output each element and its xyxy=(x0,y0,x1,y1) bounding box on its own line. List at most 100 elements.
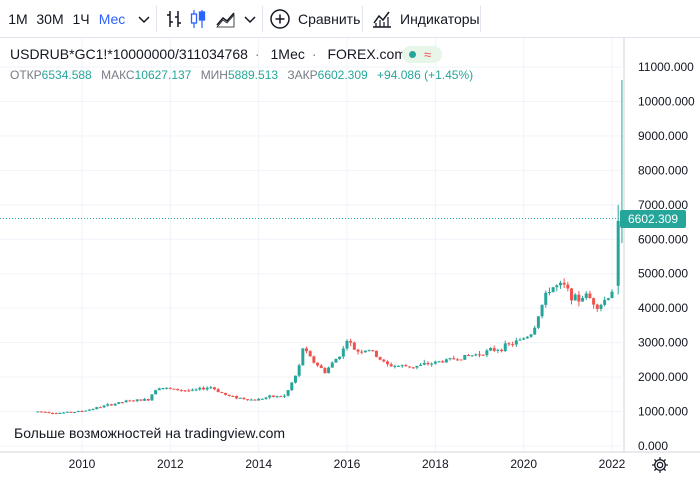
candle-body xyxy=(242,397,246,400)
candle-body xyxy=(382,359,386,362)
symbol-name[interactable]: USDRUB*GC1!*10000000/311034768 xyxy=(10,46,248,62)
y-tick-label: 4000.000 xyxy=(638,301,688,315)
low-label: МИН xyxy=(200,68,228,82)
candle-body xyxy=(419,364,423,366)
candle-body xyxy=(389,364,393,367)
candle-body xyxy=(581,297,585,302)
candle-body xyxy=(444,359,448,363)
candle-body xyxy=(489,348,493,351)
candle-body xyxy=(161,388,165,390)
candle-body xyxy=(323,368,327,374)
ohlc-legend: ОТКР6534.588 МАКС10627.137 МИН5889.513 З… xyxy=(10,68,479,82)
interval-1h[interactable]: 1Ч xyxy=(72,11,90,27)
candle-body xyxy=(154,390,158,395)
candle-body xyxy=(430,363,434,365)
candle-body xyxy=(117,402,121,404)
high-value: 10627.137 xyxy=(134,68,192,82)
bars-chart-type-icon[interactable] xyxy=(162,7,186,31)
candle-body xyxy=(62,412,66,414)
candle-body xyxy=(514,340,518,345)
candle-body xyxy=(165,387,169,389)
candle-body xyxy=(592,298,596,305)
candles-chart-type-icon[interactable] xyxy=(186,7,210,31)
tradingview-promo-link[interactable]: Больше возможностей на tradingview.com xyxy=(14,425,286,441)
candle-body xyxy=(113,403,117,406)
y-tick-label: 9000.000 xyxy=(638,129,688,143)
candle-body xyxy=(220,392,224,394)
candle-body xyxy=(404,365,408,367)
candle-body xyxy=(441,361,445,363)
chevron-down-icon[interactable] xyxy=(238,7,262,31)
candle-body xyxy=(128,400,132,402)
candle-body xyxy=(98,407,102,409)
candle-body xyxy=(547,292,551,294)
y-tick-label: 0.000 xyxy=(638,439,668,453)
candle-body xyxy=(235,396,239,399)
candle-body xyxy=(529,334,533,337)
candle-body xyxy=(433,361,437,364)
candle-body xyxy=(257,398,261,401)
candle-body xyxy=(478,354,481,356)
candle-body xyxy=(408,366,412,368)
candle-body xyxy=(264,397,268,399)
candle-body xyxy=(385,361,389,365)
candle-body xyxy=(183,390,187,392)
open-value: 6534.588 xyxy=(41,68,92,82)
candle-body xyxy=(371,350,375,352)
plus-circle-icon xyxy=(270,9,290,29)
candle-body xyxy=(503,343,507,352)
interval-1m[interactable]: 1М xyxy=(8,11,28,27)
y-tick-label: 8000.000 xyxy=(638,163,688,177)
candle-body xyxy=(599,304,603,309)
indicators-button[interactable]: Индикаторы xyxy=(370,6,480,32)
candle-body xyxy=(507,343,511,345)
candle-body xyxy=(157,388,161,391)
candle-body xyxy=(73,411,77,413)
candle-body xyxy=(187,390,191,392)
chevron-down-icon[interactable] xyxy=(132,7,156,31)
candle-body xyxy=(253,399,257,401)
candle-body xyxy=(606,298,610,300)
candle-body xyxy=(316,362,320,366)
interval-30m[interactable]: 30М xyxy=(36,11,64,27)
gear-icon[interactable] xyxy=(650,455,670,475)
candle-body xyxy=(463,355,467,360)
candle-body xyxy=(224,392,228,395)
toolbar-divider xyxy=(262,6,263,32)
candle-body xyxy=(500,349,504,352)
candle-body xyxy=(522,338,526,340)
market-status-badge[interactable]: ≈ xyxy=(402,46,442,63)
candle-body xyxy=(603,299,607,305)
indicators-icon xyxy=(373,11,391,28)
candle-body xyxy=(139,399,143,401)
candle-body xyxy=(286,390,290,396)
x-tick-label: 2010 xyxy=(69,457,96,471)
candle-body xyxy=(533,327,537,335)
candle-body xyxy=(76,411,80,413)
candle-body xyxy=(352,342,356,350)
candle-body xyxy=(238,397,242,399)
candle-body xyxy=(297,365,301,376)
interval-month[interactable]: Мес xyxy=(98,11,126,27)
candle-body xyxy=(150,394,154,401)
candle-body xyxy=(65,411,69,413)
candle-body xyxy=(518,339,522,341)
candle-body xyxy=(455,359,459,361)
toolbar-divider xyxy=(480,6,481,32)
x-tick-label: 2016 xyxy=(334,457,361,471)
candle-body xyxy=(511,344,515,346)
candle-body xyxy=(470,355,474,357)
compare-button[interactable]: Сравнить xyxy=(268,6,360,32)
candle-body xyxy=(124,400,128,403)
candle-body xyxy=(168,387,172,389)
candle-body xyxy=(415,365,419,368)
candle-body xyxy=(536,316,540,328)
close-value: 6602.309 xyxy=(317,68,368,82)
toolbar-divider xyxy=(156,6,157,32)
candle-body xyxy=(179,390,183,392)
candle-body xyxy=(397,365,401,367)
legend-interval: 1Мес xyxy=(270,46,305,62)
candle-body xyxy=(87,409,91,411)
area-chart-type-icon[interactable] xyxy=(214,7,238,31)
